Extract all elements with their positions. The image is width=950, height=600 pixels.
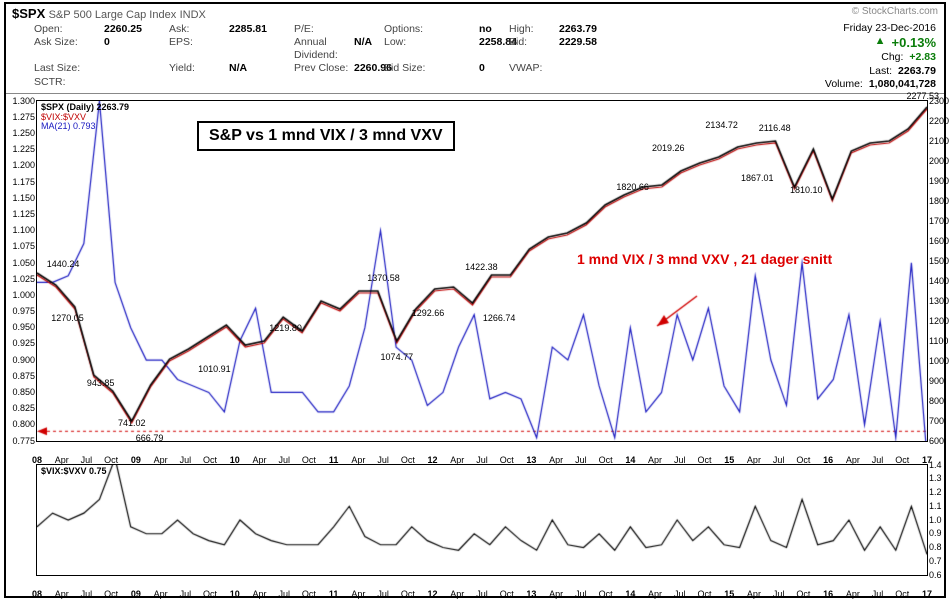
price-label: 1270.05: [51, 313, 84, 323]
bid-label: Bid:: [509, 36, 559, 62]
price-label: 2134.72: [705, 120, 738, 130]
ticker-exch: INDX: [180, 9, 206, 21]
chart-frame: $SPX S&P 500 Large Cap Index INDX © Stoc…: [4, 2, 946, 598]
low-val: 2258.84: [479, 36, 509, 62]
yld-val: N/A: [229, 62, 294, 75]
price-label: 666.79: [136, 433, 164, 443]
price-label: 1810.10: [790, 185, 823, 195]
annotation-title: S&P vs 1 mnd VIX / 3 mnd VXV: [209, 127, 443, 144]
div-label: Annual Dividend:: [294, 36, 354, 62]
last-label: Last:: [869, 65, 892, 78]
ticker-symbol: $SPX: [12, 6, 45, 21]
sub-y-right-axis: 0.60.70.80.91.01.11.21.31.4: [929, 465, 950, 575]
annotation-text: 1 mnd VIX / 3 mnd VXV , 21 dager snitt: [577, 251, 837, 267]
prev-val: 2260.96: [354, 62, 384, 75]
price-label: 1292.66: [412, 308, 445, 318]
price-label: 1440.24: [47, 259, 80, 269]
pct-change: +0.13%: [892, 35, 936, 51]
opt-label: Options:: [384, 23, 479, 36]
up-arrow-icon: ▲: [875, 35, 886, 51]
price-label: 1867.01: [741, 173, 774, 183]
price-label: 2019.26: [652, 143, 685, 153]
price-label: 1370.58: [367, 273, 400, 283]
ohlc-grid: Open:2260.25 Ask:2285.81 P/E: Options:no…: [6, 21, 944, 94]
sctr-label: SCTR:: [34, 76, 104, 89]
price-label: 1820.66: [616, 182, 649, 192]
asize-label: Ask Size:: [34, 36, 104, 62]
sctr-val: [104, 76, 169, 89]
bsize-label: Bid Size:: [384, 62, 479, 75]
price-label: 1074.77: [381, 352, 414, 362]
right-stats: Friday 23-Dec-2016 ▲ +0.13% Chg: +2.83 Las…: [825, 22, 936, 91]
ls-val: [104, 62, 169, 75]
price-label: 1266.74: [483, 313, 516, 323]
price-label: 1010.91: [198, 364, 231, 374]
main-y-left-axis: 0.7750.8000.8250.8500.8750.9000.9250.950…: [7, 101, 35, 441]
prev-label: Prev Close:: [294, 62, 354, 75]
price-label: 943.85: [87, 378, 115, 388]
vwap-label: VWAP:: [509, 62, 559, 75]
annotation-title-box: S&P vs 1 mnd VIX / 3 mnd VXV: [197, 121, 455, 151]
bsize-val: 0: [479, 62, 509, 75]
low-label: Low:: [384, 36, 479, 62]
main-y-right-axis: 6007008009001000110012001300140015001600…: [929, 101, 950, 441]
ask-val: 2285.81: [229, 23, 294, 36]
legend-ma21: MA(21) 0.793: [41, 122, 129, 132]
asize-val: 0: [104, 36, 169, 62]
high-label: High:: [509, 23, 559, 36]
div-val: N/A: [354, 36, 384, 62]
vol-val: 1,080,041,728: [869, 78, 936, 91]
ask-label: Ask:: [169, 23, 229, 36]
date-line: Friday 23-Dec-2016: [825, 22, 936, 35]
price-label: 1219.80: [269, 323, 302, 333]
ls-label: Last Size:: [34, 62, 104, 75]
price-label: 741.02: [118, 418, 146, 428]
opt-val: no: [479, 23, 509, 36]
price-label: 1422.38: [465, 262, 498, 272]
price-label: 2277.53: [907, 91, 940, 101]
main-legend: $SPX (Daily) 2263.79 $VIX:$VXV MA(21) 0.…: [41, 103, 129, 133]
eps-label: EPS:: [169, 36, 229, 62]
pe-label: P/E:: [294, 23, 354, 36]
open-val: 2260.25: [104, 23, 169, 36]
credit-text: © StockCharts.com: [852, 6, 938, 21]
main-chart: $SPX (Daily) 2263.79 $VIX:$VXV MA(21) 0.…: [36, 100, 928, 442]
ticker-name: S&P 500 Large Cap Index: [49, 9, 177, 21]
sub-chart-canvas: [37, 465, 927, 575]
pe-val: [354, 23, 384, 36]
last-val: 2263.79: [898, 65, 936, 78]
chg-val: +2.83: [909, 51, 936, 64]
sub-legend: $VIX:$VXV 0.75: [41, 467, 107, 477]
yld-label: Yield:: [169, 62, 229, 75]
vol-label: Volume:: [825, 78, 863, 91]
price-label: 2116.48: [759, 123, 791, 133]
sub-chart: $VIX:$VXV 0.75 0.60.70.80.91.01.11.21.31…: [36, 464, 928, 576]
chg-label: Chg:: [881, 51, 903, 64]
open-label: Open:: [34, 23, 104, 36]
eps-val: [229, 36, 294, 62]
header: $SPX S&P 500 Large Cap Index INDX © Stoc…: [6, 4, 944, 21]
